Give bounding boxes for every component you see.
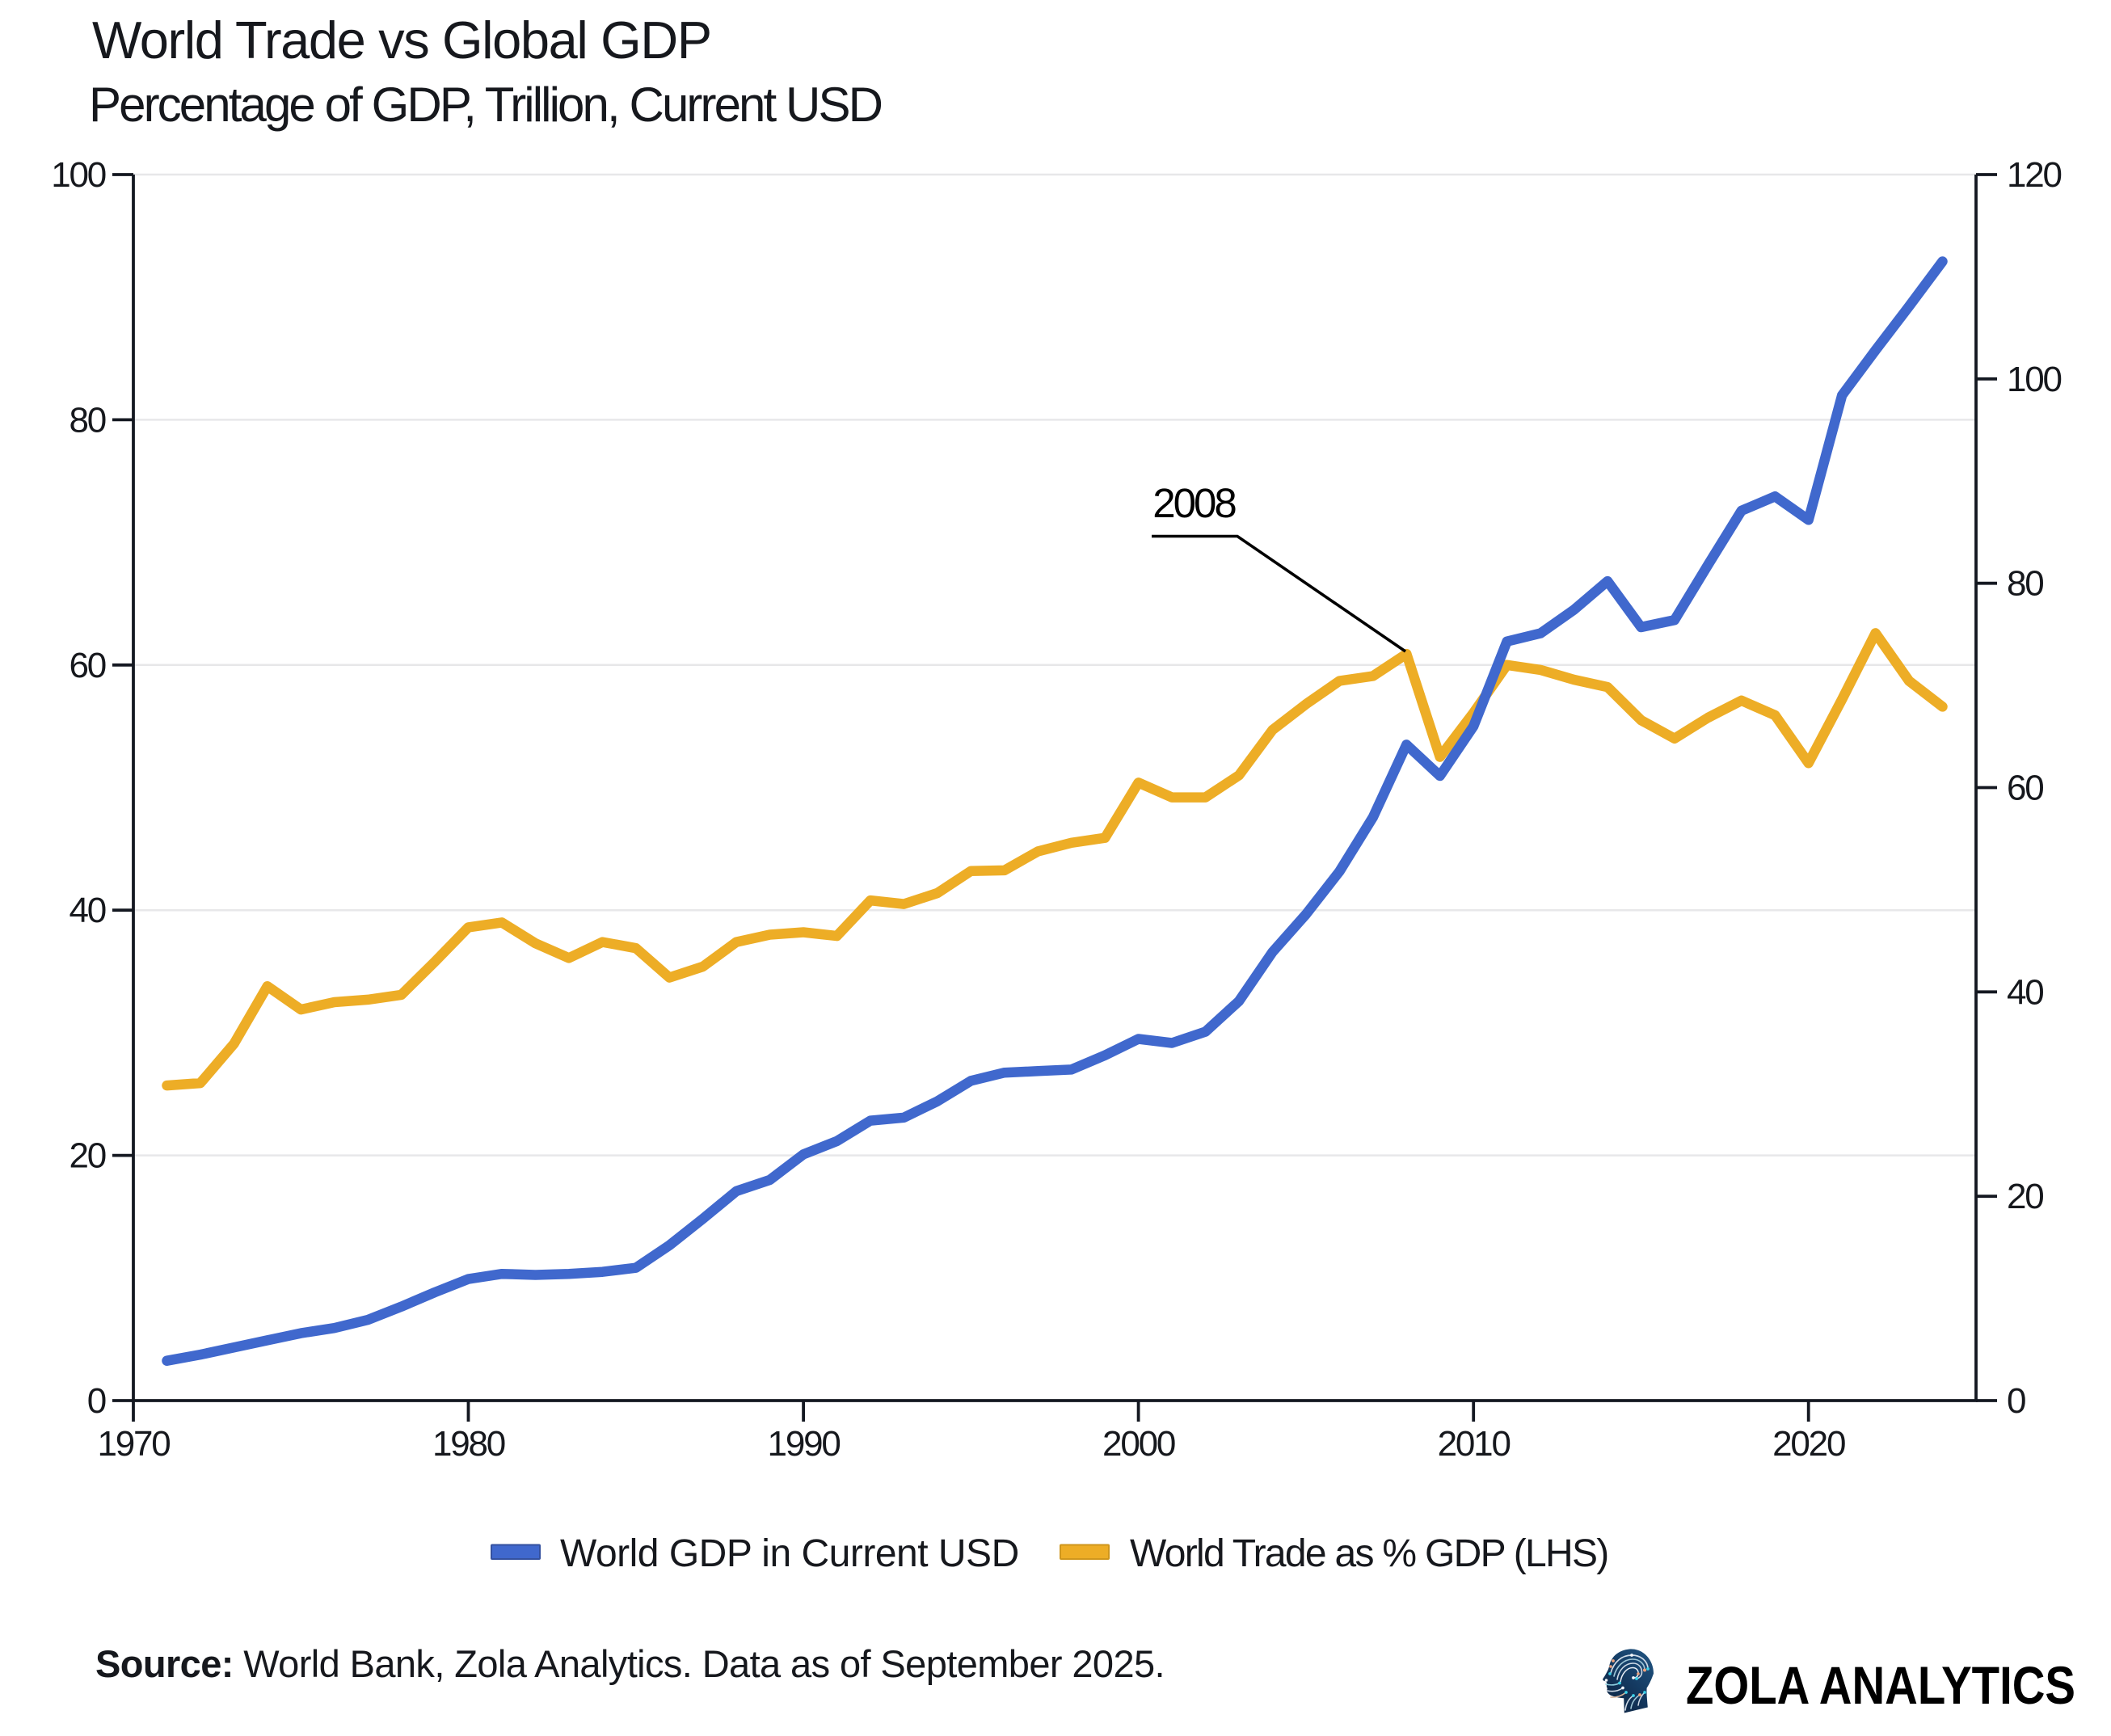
svg-text:1970: 1970 [97, 1424, 170, 1464]
svg-text:World Trade as % GDP (LHS): World Trade as % GDP (LHS) [1130, 1532, 1608, 1575]
svg-text:2000: 2000 [1102, 1424, 1175, 1464]
svg-text:2020: 2020 [1772, 1424, 1845, 1464]
svg-text:0: 0 [87, 1381, 106, 1421]
svg-text:80: 80 [69, 400, 105, 440]
svg-text:Percentage of GDP, Trillion, C: Percentage of GDP, Trillion, Current USD [89, 78, 882, 132]
svg-text:100: 100 [2007, 360, 2062, 399]
svg-text:1980: 1980 [432, 1424, 505, 1464]
svg-text:60: 60 [69, 646, 105, 685]
svg-text:World GDP in Current USD: World GDP in Current USD [560, 1532, 1019, 1575]
svg-text:2010: 2010 [1438, 1424, 1511, 1464]
svg-text:60: 60 [2007, 769, 2043, 808]
svg-text:20: 20 [69, 1136, 105, 1176]
svg-text:Source: World Bank, Zola Analy: Source: World Bank, Zola Analytics. Data… [95, 1642, 1165, 1685]
svg-text:80: 80 [2007, 564, 2043, 604]
svg-text:40: 40 [2007, 972, 2043, 1012]
svg-text:120: 120 [2007, 155, 2062, 195]
svg-text:20: 20 [2007, 1177, 2043, 1216]
svg-text:World Trade vs Global GDP: World Trade vs Global GDP [92, 11, 711, 70]
svg-text:2008: 2008 [1152, 480, 1236, 526]
svg-text:100: 100 [51, 155, 106, 195]
svg-text:ZOLA ANALYTICS: ZOLA ANALYTICS [1686, 1655, 2075, 1715]
svg-text:0: 0 [2007, 1381, 2025, 1421]
svg-text:1990: 1990 [768, 1424, 841, 1464]
svg-text:40: 40 [69, 891, 105, 930]
